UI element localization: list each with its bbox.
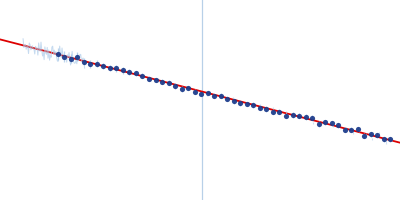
Point (296, 114, 302, 117)
Point (68, 57, 74, 60)
Point (348, 128, 354, 131)
Point (133, 72, 139, 75)
Point (146, 77, 152, 80)
Point (152, 78, 159, 82)
Point (74, 55, 80, 59)
Point (244, 102, 250, 105)
Point (178, 87, 185, 90)
Point (87, 62, 94, 65)
Point (165, 81, 172, 84)
Point (224, 97, 230, 100)
Point (263, 107, 270, 110)
Point (322, 121, 328, 124)
Point (139, 74, 146, 77)
Point (159, 80, 165, 84)
Point (107, 66, 113, 69)
Point (283, 114, 289, 117)
Point (381, 138, 387, 141)
Point (361, 134, 368, 137)
Point (192, 90, 198, 93)
Point (126, 71, 133, 74)
Point (309, 116, 315, 119)
Point (289, 114, 296, 117)
Point (374, 134, 380, 137)
Point (335, 124, 341, 127)
Point (328, 122, 335, 125)
Point (113, 67, 120, 70)
Point (250, 104, 256, 107)
Point (211, 94, 218, 97)
Point (354, 128, 361, 131)
Point (94, 62, 100, 65)
Point (368, 133, 374, 136)
Point (316, 122, 322, 125)
Point (270, 110, 276, 114)
Point (302, 115, 309, 118)
Point (237, 102, 244, 105)
Point (54, 53, 61, 56)
Point (198, 92, 204, 96)
Point (80, 60, 87, 63)
Point (100, 64, 106, 68)
Point (342, 128, 348, 131)
Point (120, 69, 126, 72)
Point (387, 138, 394, 141)
Point (231, 100, 237, 103)
Point (61, 55, 68, 58)
Point (218, 94, 224, 97)
Point (257, 106, 263, 109)
Point (172, 84, 178, 88)
Point (204, 91, 211, 94)
Point (185, 86, 191, 89)
Point (276, 110, 283, 113)
